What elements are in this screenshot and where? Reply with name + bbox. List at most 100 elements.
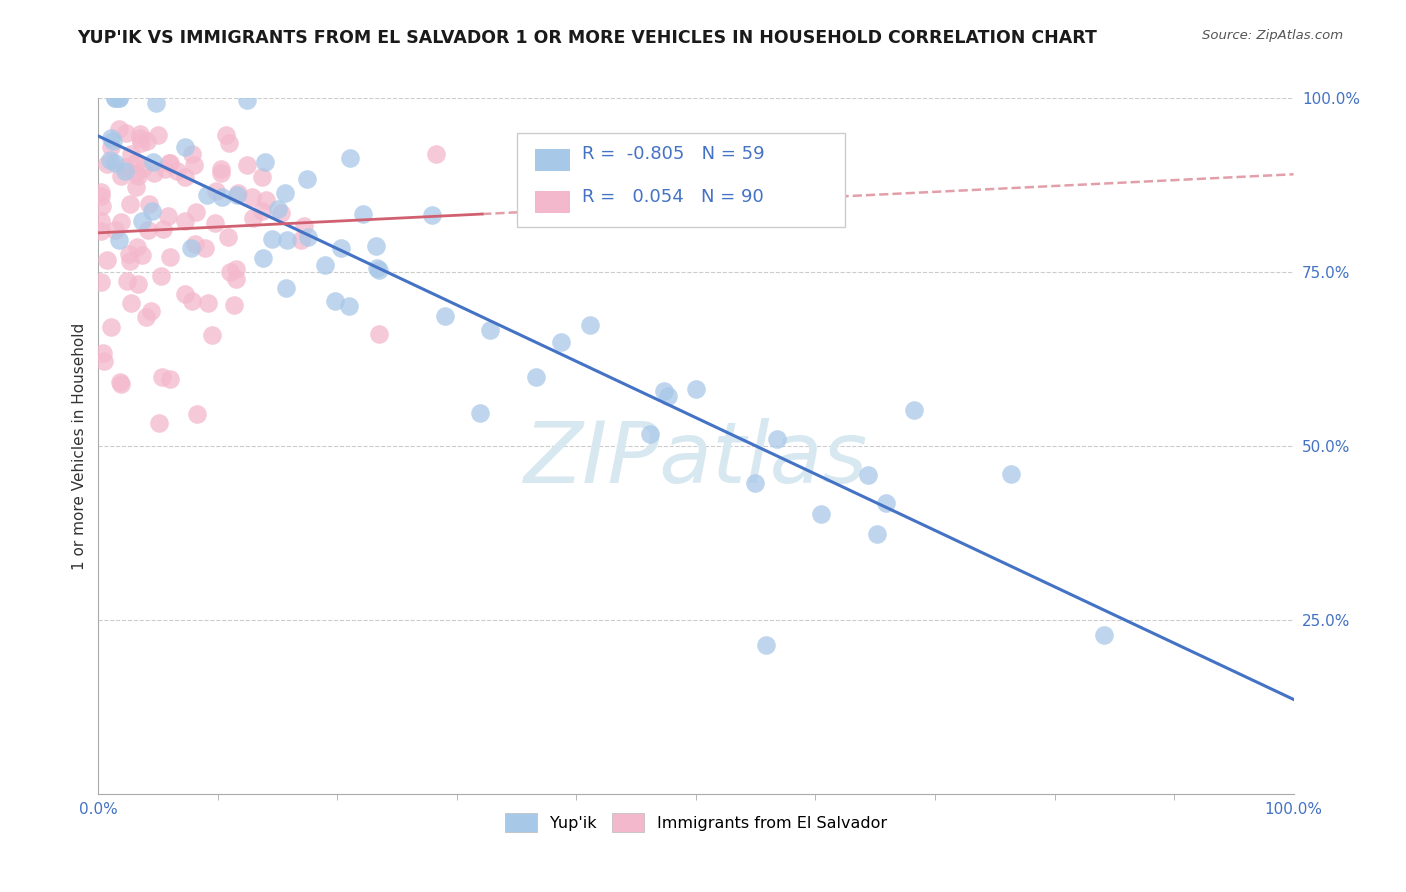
Point bbox=[368, 262, 391, 277]
Point bbox=[468, 406, 491, 420]
Point bbox=[638, 426, 661, 441]
Point bbox=[875, 496, 897, 510]
Point bbox=[366, 239, 388, 253]
Point bbox=[323, 294, 346, 309]
Point bbox=[100, 320, 122, 334]
Point bbox=[236, 158, 259, 172]
Point bbox=[108, 91, 131, 105]
Point bbox=[755, 639, 778, 653]
Point bbox=[297, 230, 319, 244]
Point bbox=[368, 327, 391, 342]
Point bbox=[120, 147, 142, 161]
Point bbox=[228, 186, 250, 201]
Point bbox=[225, 261, 247, 276]
Point bbox=[744, 476, 766, 491]
Point bbox=[96, 252, 118, 267]
Point bbox=[96, 156, 118, 170]
Point bbox=[90, 186, 112, 200]
Point bbox=[183, 157, 205, 171]
Point bbox=[425, 147, 447, 161]
Point bbox=[252, 204, 274, 219]
Point bbox=[110, 169, 132, 184]
Point bbox=[766, 432, 789, 446]
Point bbox=[180, 241, 202, 255]
Point bbox=[104, 223, 127, 237]
Point bbox=[903, 403, 925, 417]
Point bbox=[204, 216, 226, 230]
FancyBboxPatch shape bbox=[534, 191, 571, 213]
Point bbox=[157, 155, 180, 169]
Legend: Yup'ik, Immigrants from El Salvador: Yup'ik, Immigrants from El Salvador bbox=[499, 807, 893, 838]
Point bbox=[215, 128, 238, 143]
Point bbox=[129, 131, 152, 145]
Point bbox=[127, 240, 149, 254]
Point bbox=[153, 161, 176, 176]
Point bbox=[1092, 628, 1115, 642]
Point bbox=[270, 206, 292, 220]
Point bbox=[118, 246, 141, 260]
Point bbox=[114, 164, 136, 178]
Point bbox=[115, 126, 138, 140]
Text: YUP'IK VS IMMIGRANTS FROM EL SALVADOR 1 OR MORE VEHICLES IN HOUSEHOLD CORRELATIO: YUP'IK VS IMMIGRANTS FROM EL SALVADOR 1 … bbox=[77, 29, 1097, 46]
Point bbox=[292, 219, 315, 233]
Point bbox=[195, 188, 218, 202]
Point bbox=[1000, 467, 1022, 482]
Point bbox=[135, 134, 157, 148]
Point bbox=[211, 190, 233, 204]
Point bbox=[184, 205, 207, 219]
Point bbox=[120, 196, 142, 211]
Point bbox=[100, 131, 122, 145]
Point bbox=[337, 299, 360, 313]
Y-axis label: 1 or more Vehicles in Household: 1 or more Vehicles in Household bbox=[72, 322, 87, 570]
FancyBboxPatch shape bbox=[517, 133, 845, 227]
Point bbox=[183, 237, 205, 252]
Point bbox=[132, 161, 155, 175]
Point bbox=[110, 215, 132, 229]
Point bbox=[120, 296, 142, 310]
Point bbox=[222, 298, 245, 312]
FancyBboxPatch shape bbox=[534, 149, 571, 171]
Text: R =  -0.805   N = 59: R = -0.805 N = 59 bbox=[582, 145, 765, 162]
Point bbox=[276, 233, 298, 247]
Point bbox=[90, 214, 112, 228]
Point bbox=[194, 241, 217, 255]
Point bbox=[200, 328, 222, 343]
Point bbox=[150, 269, 173, 284]
Point bbox=[524, 370, 547, 384]
Point bbox=[115, 274, 138, 288]
Point bbox=[186, 407, 208, 421]
Text: ZIPatlas: ZIPatlas bbox=[524, 418, 868, 501]
Point bbox=[550, 335, 572, 350]
Point bbox=[91, 199, 114, 213]
Point bbox=[174, 214, 197, 228]
Point bbox=[225, 272, 247, 286]
Point bbox=[103, 134, 125, 148]
Point bbox=[120, 254, 142, 268]
Point bbox=[98, 153, 121, 167]
Point bbox=[142, 154, 165, 169]
Point bbox=[93, 354, 115, 368]
Point bbox=[156, 209, 179, 223]
Point bbox=[180, 146, 202, 161]
Point bbox=[685, 382, 707, 396]
Point bbox=[104, 156, 127, 170]
Point bbox=[159, 372, 181, 386]
Point bbox=[217, 230, 239, 244]
Point bbox=[159, 250, 181, 264]
Point bbox=[152, 222, 174, 236]
Point bbox=[290, 234, 312, 248]
Point bbox=[204, 185, 226, 199]
Point bbox=[254, 193, 277, 207]
Point bbox=[114, 160, 136, 174]
Point bbox=[250, 170, 273, 185]
Point bbox=[433, 309, 456, 323]
Point bbox=[150, 370, 173, 384]
Point bbox=[90, 275, 112, 289]
Point bbox=[197, 296, 219, 310]
Point bbox=[267, 202, 290, 216]
Point bbox=[108, 91, 131, 105]
Point bbox=[579, 318, 602, 332]
Point bbox=[145, 96, 167, 111]
Point bbox=[108, 375, 131, 389]
Point bbox=[274, 281, 297, 295]
